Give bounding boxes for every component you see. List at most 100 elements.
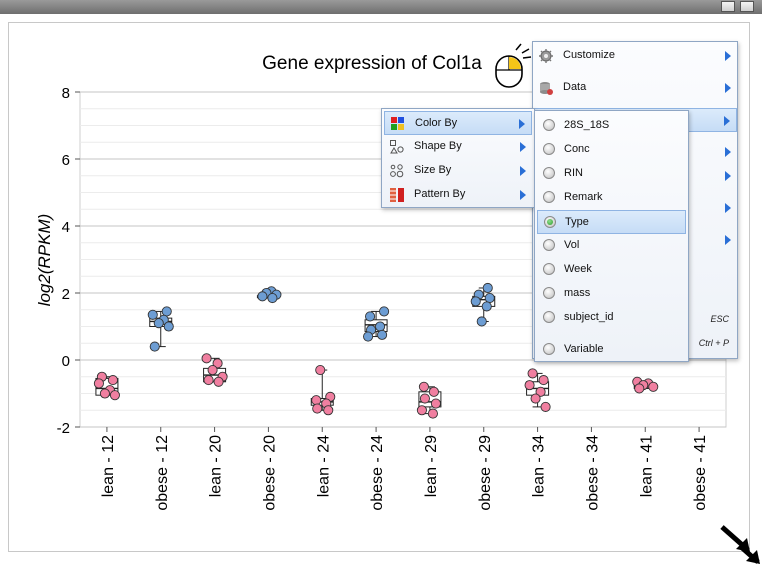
y-tick-label: 0: [62, 353, 70, 370]
menu-item-7[interactable]: [533, 228, 737, 252]
data-point: [213, 376, 224, 387]
menu-item-pattern-by[interactable]: Pattern By: [384, 183, 532, 207]
radio-icon: [543, 191, 555, 203]
data-point: [484, 292, 495, 304]
attr-option-label: 28S_18S: [564, 119, 610, 131]
menu-item-5[interactable]: [533, 164, 737, 188]
x-tick-label: lean - 29: [423, 435, 440, 497]
data-point: [377, 329, 388, 340]
attr-option-label: mass: [564, 287, 591, 299]
data-point: [535, 386, 546, 397]
mouse-icon: [495, 43, 532, 88]
data-point: [418, 381, 429, 392]
submenu-arrow-icon: [724, 116, 730, 126]
data-point: [311, 395, 322, 406]
shapes-icon: [390, 140, 404, 154]
menu-item-4[interactable]: [533, 140, 737, 164]
data-point: [363, 331, 374, 342]
y-tick-label: -2: [57, 420, 70, 437]
by-submenu: Color By Shape By Size By Pattern By: [381, 108, 535, 208]
data-point: [365, 311, 376, 322]
data-point: [648, 381, 659, 392]
data-point: [428, 386, 439, 397]
data-point: [538, 375, 549, 386]
x-tick-label: obese - 12: [154, 435, 171, 511]
menu-item-color-by[interactable]: Color By: [384, 111, 532, 135]
data-point: [524, 380, 535, 391]
data-point: [634, 383, 645, 394]
menu-item-exit[interactable]: ESC: [533, 308, 737, 332]
attr-option[interactable]: subject_id: [537, 306, 686, 330]
submenu-arrow-icon: [520, 142, 526, 152]
data-point: [481, 301, 492, 312]
x-tick-label: lean - 12: [100, 435, 117, 497]
attr-option[interactable]: RIN: [537, 162, 686, 186]
data-point: [201, 353, 212, 364]
x-tick-label: obese - 29: [477, 435, 494, 511]
data-point: [315, 364, 326, 376]
submenu-arrow-icon: [725, 83, 731, 93]
submenu-arrow-icon: [520, 190, 526, 200]
minimize-icon[interactable]: [721, 1, 735, 12]
attr-option-label: Vol: [564, 239, 580, 251]
radio-icon: [543, 287, 555, 299]
menu-item-customize[interactable]: Customize: [533, 44, 737, 68]
menu-item-shape-by[interactable]: Shape By: [384, 135, 532, 159]
database-icon: [539, 81, 553, 95]
attr-option[interactable]: Week: [537, 258, 686, 282]
menu-item-6[interactable]: [533, 196, 737, 220]
data-point: [470, 296, 481, 307]
data-point: [476, 316, 487, 327]
menu-item-data[interactable]: Data: [533, 76, 737, 100]
x-tick-label: obese - 34: [584, 435, 601, 511]
close-icon[interactable]: [740, 1, 754, 12]
attr-option-label: Type: [565, 216, 589, 228]
x-tick-label: lean - 41: [638, 435, 655, 497]
data-point: [147, 309, 158, 320]
resize-arrow-icon[interactable]: [720, 525, 760, 564]
y-tick-label: 6: [62, 152, 70, 169]
window-titlebar: [0, 0, 762, 14]
submenu-arrow-icon: [725, 51, 731, 61]
pattern-icon: [390, 188, 404, 202]
menu-item-print[interactable]: Ctrl + P: [533, 332, 737, 356]
data-point: [153, 318, 164, 329]
attr-option[interactable]: Type: [537, 210, 686, 234]
x-tick-labels: lean - 12 obese - 12 lean - 20 obese - 20 le…: [100, 427, 709, 511]
data-point: [416, 405, 427, 416]
size-circles-icon: [390, 164, 404, 178]
data-point: [257, 291, 268, 302]
y-axis-label: log2(RPKM): [35, 214, 54, 307]
data-point: [312, 403, 323, 414]
data-point: [149, 341, 160, 352]
data-point: [207, 364, 218, 376]
data-point: [163, 321, 174, 332]
radio-icon: [543, 143, 555, 155]
data-points: [93, 282, 659, 419]
x-tick-label: obese - 41: [692, 435, 709, 511]
data-point: [161, 306, 172, 317]
attr-option[interactable]: Vol: [537, 234, 686, 258]
submenu-arrow-icon: [725, 203, 731, 213]
data-point: [419, 393, 430, 404]
menu-item-size-by[interactable]: Size By: [384, 159, 532, 183]
radio-icon: [543, 311, 555, 323]
data-point: [212, 358, 223, 369]
attr-option-label: Variable: [564, 343, 604, 355]
shortcut-esc: ESC: [710, 314, 729, 324]
attr-option[interactable]: 28S_18S: [537, 114, 686, 138]
data-point: [323, 405, 334, 416]
radio-icon: [543, 239, 555, 251]
radio-icon: [543, 343, 555, 355]
attr-option[interactable]: mass: [537, 282, 686, 306]
data-point: [267, 292, 278, 304]
data-point: [93, 378, 104, 389]
chart-title: Gene expression of Col1a: [262, 53, 482, 74]
attr-option[interactable]: Variable: [537, 338, 686, 362]
data-point: [107, 375, 118, 386]
radio-icon: [543, 263, 555, 275]
submenu-arrow-icon: [725, 147, 731, 157]
data-point: [203, 375, 214, 386]
attr-option[interactable]: Conc: [537, 138, 686, 162]
attr-option[interactable]: Remark: [537, 186, 686, 210]
